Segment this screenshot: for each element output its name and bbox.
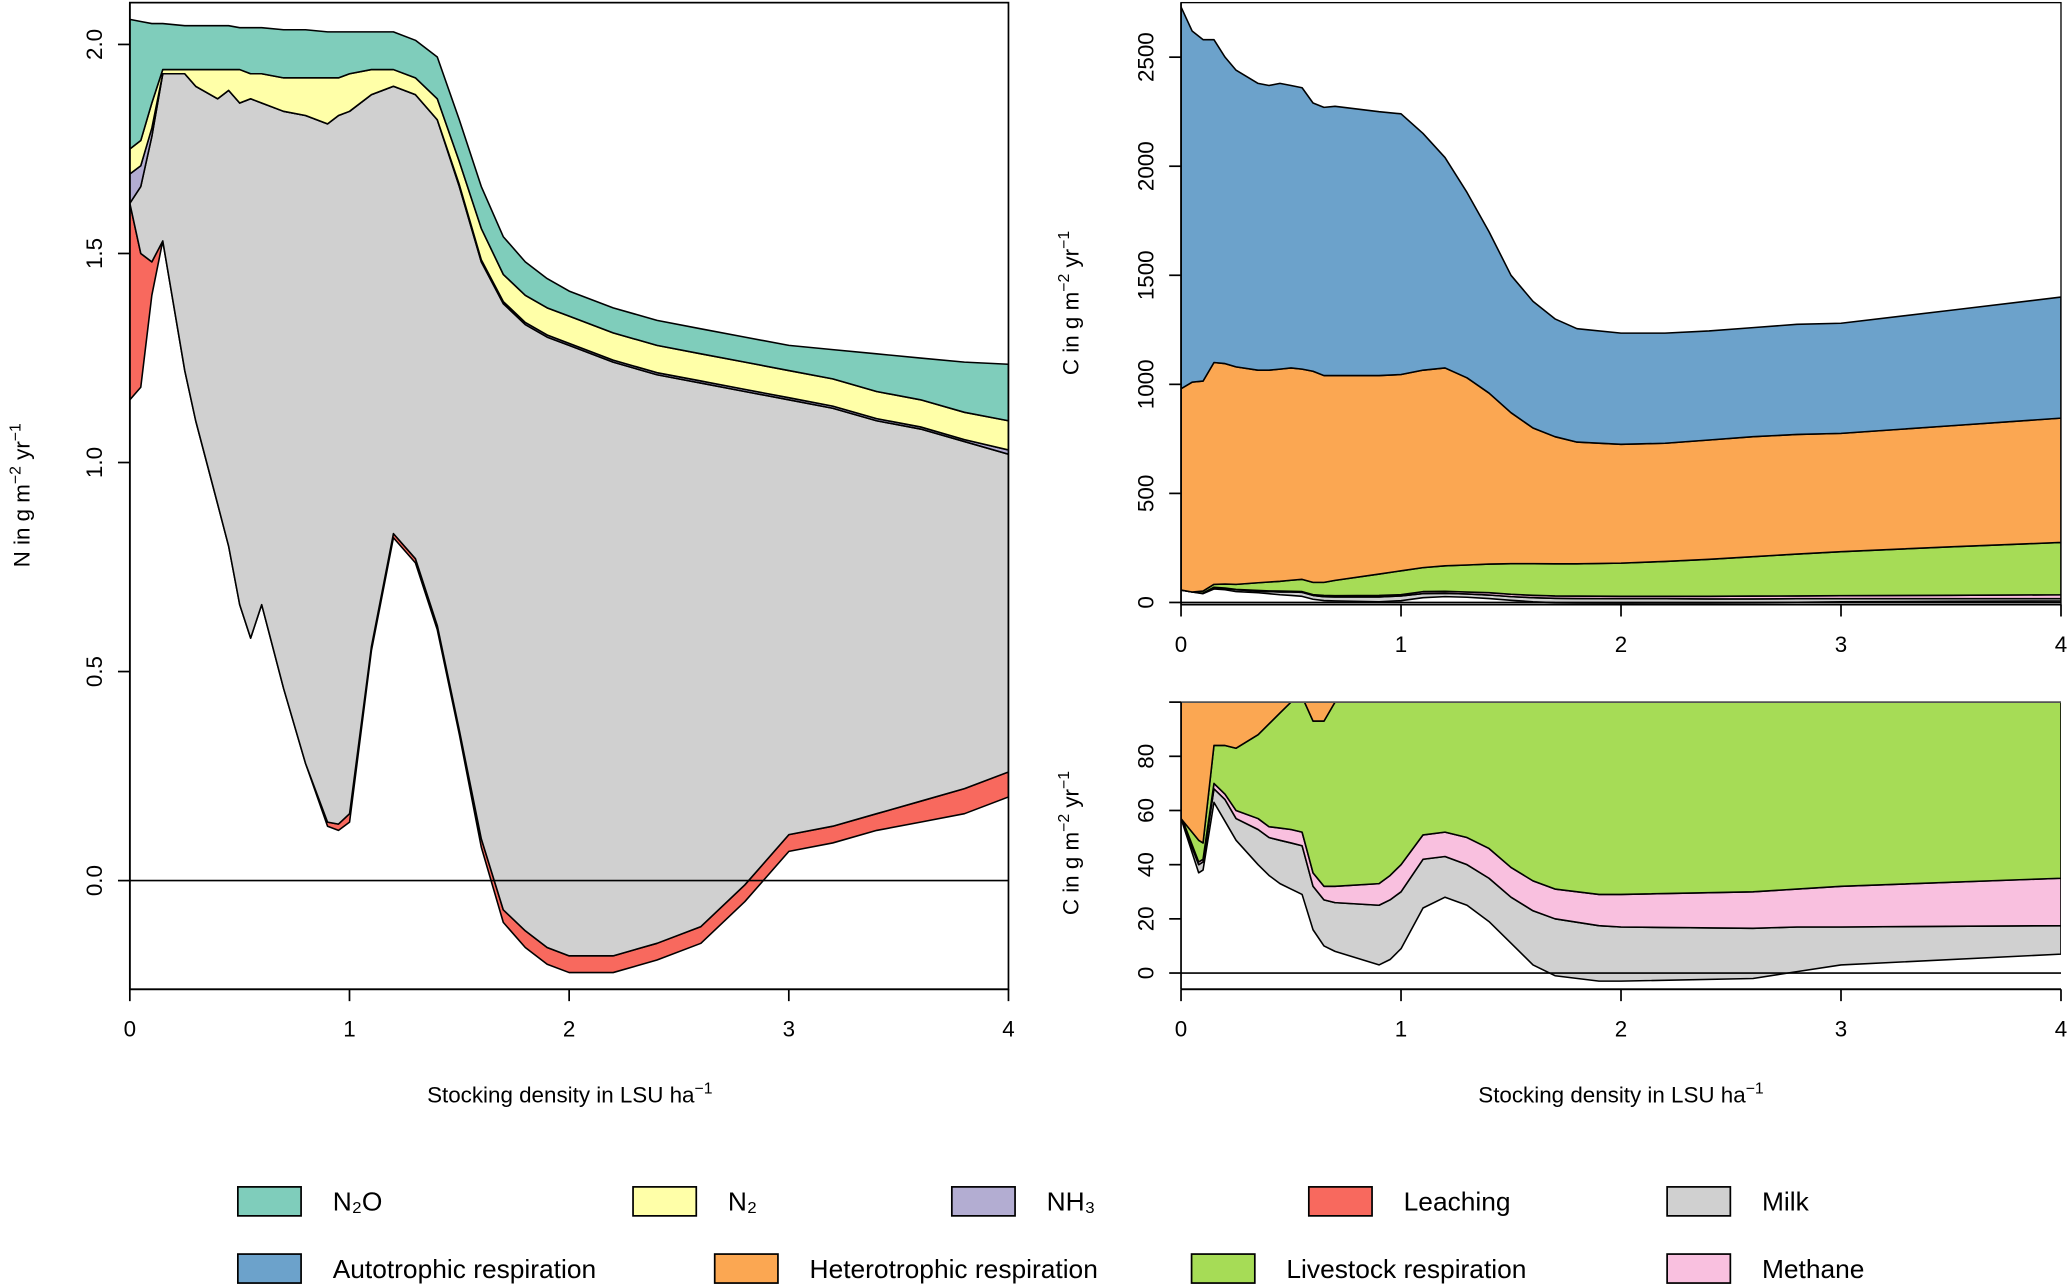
- legend-label: Leaching: [1404, 1187, 1511, 1217]
- nitrogen-x-tick-label: 1: [343, 1017, 355, 1042]
- carbon-zoom-y-tick-label: 20: [1133, 906, 1158, 931]
- carbon-full-x-axis: 0 1 2 3 4: [1175, 603, 2067, 657]
- carbon-zoom-y-tick-label: 80: [1133, 744, 1158, 769]
- carbon-zoom-x-tick-label: 1: [1395, 1017, 1407, 1042]
- nitrogen-y-axis: 0.0 0.5 1.0 1.5 2.0: [82, 2, 131, 990]
- nitrogen-y-label: N in g m−2 yr−1: [7, 423, 34, 567]
- legend-swatch: [236, 1186, 302, 1217]
- carbon-zoom-y-tick-label: 60: [1133, 798, 1158, 823]
- carbon-full-y-tick-label: 1000: [1133, 359, 1158, 409]
- nitrogen-y-tick-label: 0.0: [82, 865, 107, 896]
- legend-swatch: [1307, 1186, 1373, 1217]
- carbon-full-x-tick-label: 1: [1395, 632, 1407, 657]
- carbon-full-x-tick-label: 2: [1615, 632, 1627, 657]
- nitrogen-y-tick-label: 1.5: [82, 238, 107, 269]
- carbon-zoom-y-tick-label: 0: [1133, 967, 1158, 979]
- legend-swatch: [1666, 1253, 1732, 1284]
- carbon-full-y-tick-label: 2500: [1133, 32, 1158, 82]
- carbon-full-y-tick-label: 1500: [1133, 250, 1158, 300]
- nitrogen-x-tick-label: 2: [563, 1017, 575, 1042]
- nitrogen-x-tick-label: 4: [1002, 1017, 1014, 1042]
- legend-label: Heterotrophic respiration: [810, 1254, 1098, 1284]
- carbon-zoom-x-tick-label: 2: [1615, 1017, 1627, 1042]
- carbon-zoom-panel: 0 20 40 60 80 0 1 2 3 4 C in g m−2 yr−1 Stocking…: [1056, 701, 2067, 1108]
- legend-item-n-o: N₂O: [236, 1186, 383, 1217]
- carbon-zoom-y-tick-label: 40: [1133, 852, 1158, 877]
- carbon-zoom-x-tick-label: 4: [2055, 1017, 2067, 1042]
- legend-label: N₂: [728, 1187, 757, 1217]
- legend-item-methane: Methane: [1666, 1253, 1864, 1284]
- carbon-zoom-x-tick-label: 0: [1175, 1017, 1187, 1042]
- carbon-zoom-areas: [1181, 702, 2061, 982]
- legend-item-leaching: Leaching: [1307, 1186, 1511, 1217]
- carbon-full-x-tick-label: 4: [2055, 632, 2067, 657]
- carbon-full-y-tick-label: 0: [1133, 596, 1158, 608]
- carbon-full-x-tick-label: 3: [1835, 632, 1847, 657]
- legend: N₂O N₂ NH₃ Leaching Milk Autotrophic respirat…: [236, 1186, 1864, 1284]
- nitrogen-panel: 0.0 0.5 1.0 1.5 2.0 0 1 2 3 4 N in g m−2 yr−1 St…: [7, 1, 1015, 1108]
- carbon-zoom-layer-livestock-respiration: [1181, 702, 2061, 896]
- legend-label: Milk: [1762, 1187, 1810, 1217]
- carbon-zoom-x-axis: 0 1 2 3 4: [1175, 988, 2067, 1042]
- nitrogen-x-axis: 0 1 2 3 4: [124, 988, 1015, 1042]
- legend-swatch: [1190, 1253, 1256, 1284]
- carbon-full-areas: [1181, 6, 2061, 604]
- carbon-full-y-axis: 0 500 1000 1500 2000 2500: [1133, 2, 1182, 609]
- legend-item-livestock-respiration: Livestock respiration: [1190, 1253, 1526, 1284]
- legend-swatch: [632, 1186, 698, 1217]
- carbon-zoom-y-label: C in g m−2 yr−1: [1056, 771, 1083, 915]
- carbon-full-layer-autotrophic-respiration: [1181, 6, 2061, 446]
- nitrogen-areas: [129, 18, 1009, 974]
- carbon-zoom-y-axis: 0 20 40 60 80: [1133, 701, 1182, 990]
- carbon-zoom-layer-heterotrophic-respiration: [1181, 702, 1336, 844]
- carbon-zoom-x-label: Stocking density in LSU ha−1: [1478, 1080, 1764, 1107]
- legend-item-n: N₂: [632, 1186, 757, 1217]
- legend-label: Autotrophic respiration: [333, 1254, 596, 1284]
- legend-label: Methane: [1762, 1254, 1864, 1284]
- nitrogen-x-label: Stocking density in LSU ha−1: [427, 1080, 713, 1107]
- nitrogen-y-tick-label: 2.0: [82, 29, 107, 60]
- nitrogen-x-tick-label: 3: [783, 1017, 795, 1042]
- legend-swatch: [950, 1186, 1016, 1217]
- legend-item-autotrophic-respiration: Autotrophic respiration: [236, 1253, 596, 1284]
- carbon-full-y-tick-label: 500: [1133, 475, 1158, 512]
- carbon-full-x-tick-label: 0: [1175, 632, 1187, 657]
- legend-label: N₂O: [333, 1187, 383, 1217]
- carbon-zoom-x-tick-label: 3: [1835, 1017, 1847, 1042]
- carbon-full-y-label: C in g m−2 yr−1: [1056, 231, 1083, 375]
- legend-swatch: [236, 1253, 302, 1284]
- legend-swatch: [1666, 1186, 1732, 1217]
- legend-item-nh: NH₃: [950, 1186, 1096, 1217]
- legend-swatch: [713, 1253, 779, 1284]
- carbon-full-panel: 0 500 1000 1500 2000 2500 0 1 2 3 4 C in g m−2 yr…: [1056, 1, 2067, 657]
- legend-label: NH₃: [1047, 1187, 1096, 1217]
- nitrogen-layer-n2o: [129, 18, 1009, 422]
- nitrogen-y-tick-label: 1.0: [82, 447, 107, 478]
- legend-item-milk: Milk: [1666, 1186, 1810, 1217]
- legend-label: Livestock respiration: [1286, 1254, 1526, 1284]
- nitrogen-x-tick-label: 0: [124, 1017, 136, 1042]
- nitrogen-y-tick-label: 0.5: [82, 656, 107, 687]
- legend-item-heterotrophic-respiration: Heterotrophic respiration: [713, 1253, 1098, 1284]
- carbon-full-y-tick-label: 2000: [1133, 141, 1158, 191]
